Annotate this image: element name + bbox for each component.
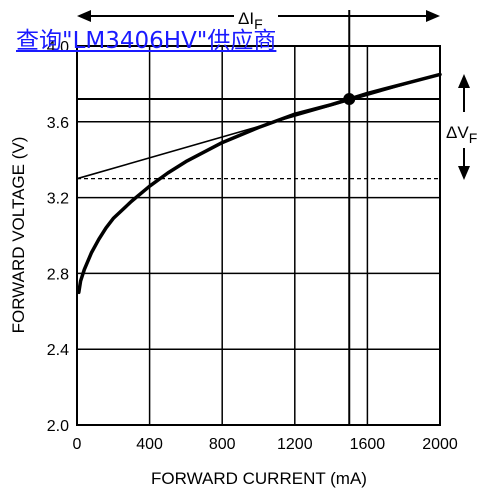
delta-if-subscript: F xyxy=(254,16,263,32)
delta-vf-arrowhead-up xyxy=(458,74,470,88)
plot-frame xyxy=(76,45,441,426)
delta-if-label-bg xyxy=(234,4,278,30)
delta-if-arrowhead-left xyxy=(77,10,91,22)
x-tick-label: 800 xyxy=(209,436,236,453)
supplier-query-link[interactable]: 查询"LM3406HV"供应商 xyxy=(16,28,277,54)
y-tick-label: 2.4 xyxy=(47,342,69,359)
reference-lines xyxy=(77,10,440,425)
y-tick-label: 3.2 xyxy=(47,191,69,208)
operating-point-marker xyxy=(343,93,356,106)
delta-vf-subscript: F xyxy=(469,130,478,146)
y-tick-label: 3.6 xyxy=(47,115,69,132)
y-tick-label: 2.0 xyxy=(47,418,69,435)
x-axis-label: FORWARD CURRENT (mA) xyxy=(151,469,367,488)
x-tick-label: 400 xyxy=(136,436,163,453)
y-tick-label: 4.0 xyxy=(47,39,69,56)
y-tick-label: 2.8 xyxy=(47,266,69,283)
series xyxy=(76,72,442,295)
tangent-line xyxy=(76,73,441,180)
delta-vf-arrowhead-down xyxy=(458,166,470,180)
x-tick-label: 1200 xyxy=(277,436,313,453)
iv-curve-line xyxy=(77,72,442,295)
x-tick-label: 1600 xyxy=(350,436,386,453)
grid xyxy=(76,45,441,426)
x-tick-label: 2000 xyxy=(422,436,458,453)
delta-vf-label: ΔVF xyxy=(446,123,477,146)
y-axis-label: FORWARD VOLTAGE (V) xyxy=(9,137,28,334)
delta-if-arrowhead-right xyxy=(426,10,440,22)
tick-labels: 0 400 800 1200 1600 2000 2.0 2.4 2.8 3.2 3.6 4.0 xyxy=(47,39,458,453)
x-tick-label: 0 xyxy=(73,436,82,453)
